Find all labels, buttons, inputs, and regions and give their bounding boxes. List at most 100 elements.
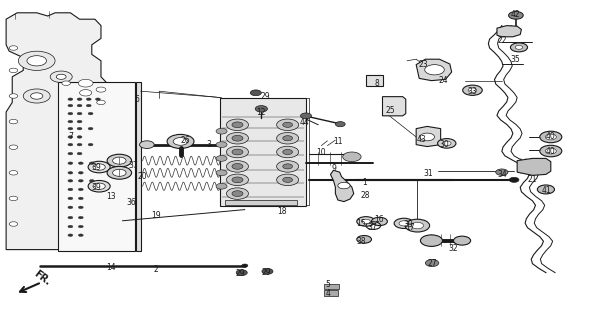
- Circle shape: [371, 217, 387, 226]
- Text: 29: 29: [261, 268, 271, 277]
- Text: 34: 34: [497, 170, 507, 179]
- Text: 39: 39: [91, 163, 101, 172]
- Text: FR.: FR.: [32, 268, 52, 287]
- Circle shape: [88, 112, 93, 115]
- Circle shape: [95, 98, 100, 100]
- Text: 14: 14: [106, 263, 116, 272]
- Circle shape: [232, 149, 243, 155]
- Circle shape: [78, 79, 93, 87]
- Text: 32: 32: [448, 244, 458, 253]
- Circle shape: [78, 180, 83, 182]
- Text: 4: 4: [326, 289, 330, 298]
- Text: 20: 20: [137, 172, 147, 180]
- Circle shape: [300, 113, 312, 119]
- Circle shape: [68, 225, 73, 228]
- Text: 31: 31: [424, 169, 433, 178]
- Circle shape: [78, 197, 83, 200]
- Bar: [220, 98, 306, 206]
- Circle shape: [442, 141, 451, 146]
- Text: 10: 10: [316, 148, 326, 156]
- Circle shape: [232, 122, 243, 128]
- Polygon shape: [6, 13, 107, 250]
- Circle shape: [226, 119, 248, 131]
- Circle shape: [515, 45, 523, 49]
- Circle shape: [262, 268, 273, 274]
- Circle shape: [283, 177, 293, 182]
- Circle shape: [232, 164, 243, 169]
- Text: 27: 27: [427, 260, 437, 268]
- Circle shape: [88, 180, 110, 192]
- Circle shape: [68, 127, 73, 130]
- Circle shape: [68, 180, 73, 182]
- Circle shape: [68, 98, 73, 100]
- Text: 17: 17: [405, 223, 415, 232]
- Circle shape: [113, 157, 126, 164]
- Circle shape: [255, 106, 267, 112]
- Circle shape: [68, 162, 73, 164]
- Circle shape: [68, 216, 73, 219]
- Circle shape: [68, 136, 73, 138]
- Text: 2: 2: [154, 265, 159, 274]
- Circle shape: [68, 172, 73, 174]
- Circle shape: [277, 174, 299, 186]
- Circle shape: [50, 71, 72, 83]
- Circle shape: [27, 56, 47, 66]
- Text: 28: 28: [360, 191, 370, 200]
- Text: 40: 40: [546, 147, 556, 156]
- Circle shape: [77, 104, 82, 107]
- Circle shape: [68, 234, 73, 236]
- Circle shape: [545, 134, 556, 140]
- Circle shape: [232, 177, 243, 183]
- Circle shape: [86, 104, 91, 107]
- Text: 41: 41: [542, 186, 551, 195]
- Text: 40: 40: [546, 132, 556, 141]
- Bar: [225, 200, 297, 205]
- Circle shape: [425, 260, 439, 267]
- Circle shape: [242, 264, 248, 267]
- Circle shape: [68, 152, 73, 155]
- Circle shape: [93, 183, 105, 189]
- Circle shape: [107, 166, 132, 179]
- Circle shape: [425, 65, 444, 75]
- Circle shape: [68, 188, 73, 191]
- Circle shape: [357, 236, 371, 243]
- Circle shape: [9, 196, 18, 201]
- Circle shape: [216, 156, 227, 161]
- Polygon shape: [330, 170, 354, 202]
- Circle shape: [250, 90, 261, 96]
- Circle shape: [216, 142, 227, 148]
- Circle shape: [283, 136, 293, 141]
- Text: 29: 29: [236, 269, 245, 278]
- Circle shape: [9, 171, 18, 175]
- Bar: [58, 82, 135, 251]
- Circle shape: [362, 219, 370, 224]
- Text: 39: 39: [403, 220, 413, 229]
- Circle shape: [88, 161, 110, 173]
- Circle shape: [9, 46, 18, 50]
- Circle shape: [23, 89, 50, 103]
- Circle shape: [338, 182, 350, 189]
- Circle shape: [468, 88, 477, 92]
- Circle shape: [173, 138, 188, 145]
- Text: 3: 3: [207, 140, 212, 149]
- Text: 23: 23: [419, 60, 428, 69]
- Circle shape: [537, 185, 554, 194]
- Circle shape: [357, 217, 375, 226]
- Circle shape: [18, 51, 55, 70]
- Text: 15: 15: [356, 219, 366, 228]
- Text: 7: 7: [68, 132, 73, 141]
- Text: 12: 12: [256, 108, 266, 117]
- Circle shape: [78, 188, 83, 191]
- Circle shape: [277, 161, 299, 172]
- Circle shape: [89, 180, 94, 182]
- Circle shape: [9, 94, 18, 98]
- Polygon shape: [416, 126, 441, 147]
- Circle shape: [88, 127, 93, 130]
- Circle shape: [77, 98, 82, 100]
- Text: 37: 37: [129, 161, 138, 170]
- Circle shape: [399, 221, 409, 226]
- Circle shape: [226, 161, 248, 172]
- Text: 16: 16: [374, 215, 384, 224]
- Circle shape: [68, 120, 73, 123]
- Circle shape: [78, 234, 83, 236]
